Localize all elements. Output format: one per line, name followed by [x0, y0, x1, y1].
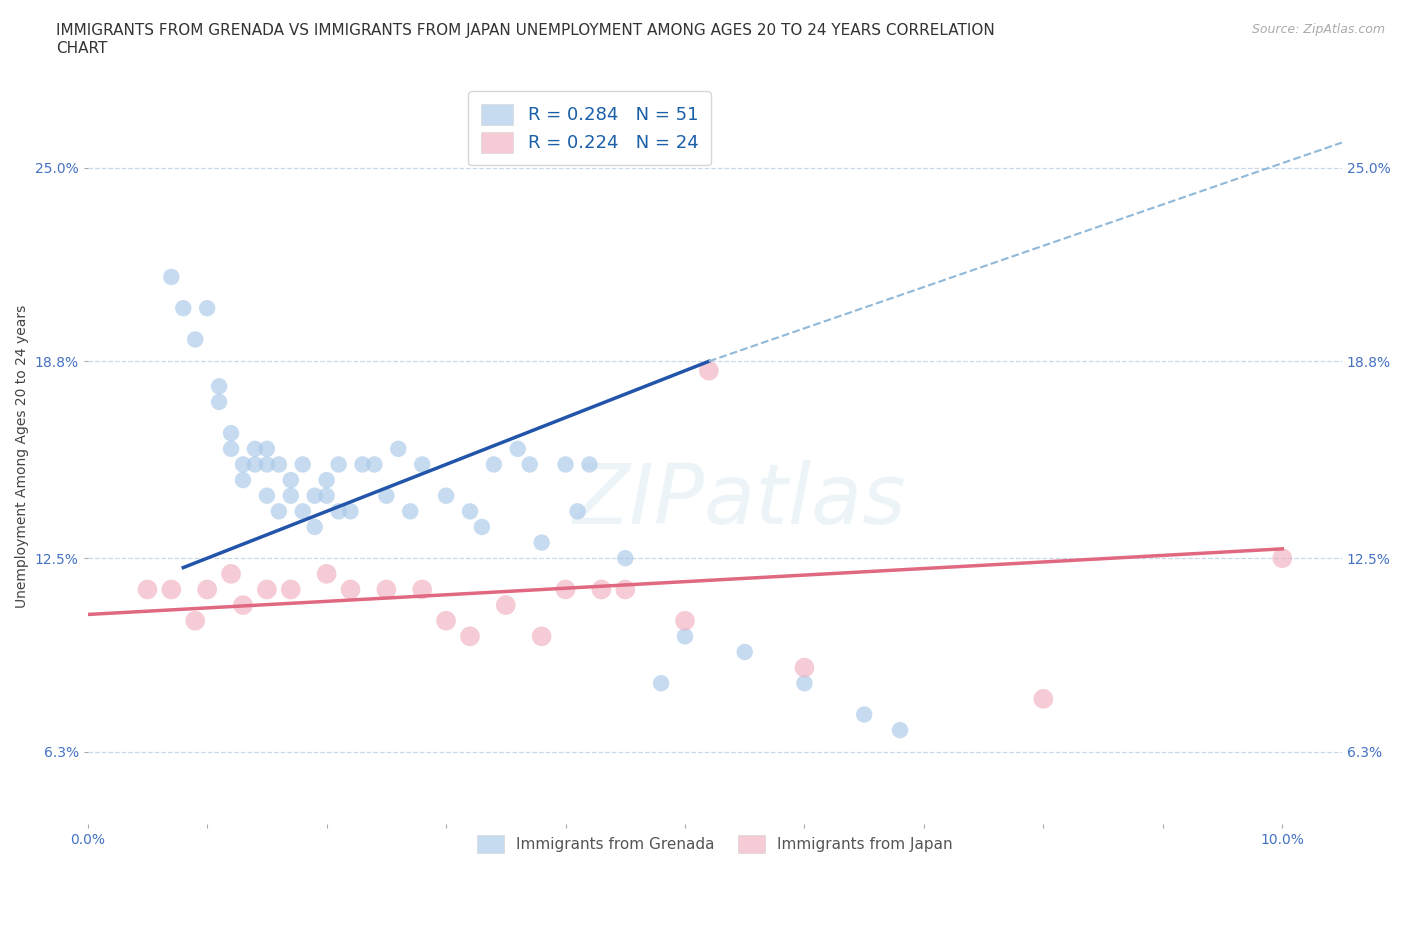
Point: [280, 488, 302, 503]
Point: [208, 379, 231, 393]
Point: [530, 629, 553, 644]
Point: [339, 582, 361, 597]
Point: [160, 270, 183, 285]
Point: [219, 442, 242, 457]
Point: [291, 504, 314, 519]
Text: ZIPatlas: ZIPatlas: [574, 460, 907, 541]
Point: [591, 582, 613, 597]
Point: [304, 488, 326, 503]
Point: [352, 457, 374, 472]
Point: [673, 629, 696, 644]
Point: [567, 504, 589, 519]
Point: [495, 598, 517, 613]
Point: [291, 457, 314, 472]
Point: [554, 582, 576, 597]
Point: [506, 442, 529, 457]
Point: [256, 442, 278, 457]
Point: [411, 457, 433, 472]
Point: [280, 582, 302, 597]
Point: [434, 488, 457, 503]
Point: [315, 488, 337, 503]
Point: [387, 442, 409, 457]
Point: [208, 394, 231, 409]
Point: [328, 457, 350, 472]
Point: [578, 457, 600, 472]
Point: [793, 676, 815, 691]
Point: [267, 504, 290, 519]
Point: [1271, 551, 1294, 565]
Point: [734, 644, 756, 659]
Point: [853, 707, 876, 722]
Point: [160, 582, 183, 597]
Point: [184, 613, 207, 628]
Point: [219, 566, 242, 581]
Point: [471, 520, 494, 535]
Point: [650, 676, 672, 691]
Point: [256, 582, 278, 597]
Point: [614, 551, 637, 565]
Point: [256, 488, 278, 503]
Point: [375, 488, 398, 503]
Point: [434, 613, 457, 628]
Point: [339, 504, 361, 519]
Point: [267, 457, 290, 472]
Point: [411, 582, 433, 597]
Point: [232, 457, 254, 472]
Point: [243, 442, 266, 457]
Point: [219, 426, 242, 441]
Text: Source: ZipAtlas.com: Source: ZipAtlas.com: [1251, 23, 1385, 36]
Point: [889, 723, 911, 737]
Point: [399, 504, 422, 519]
Point: [793, 660, 815, 675]
Point: [482, 457, 505, 472]
Point: [673, 613, 696, 628]
Point: [375, 582, 398, 597]
Point: [315, 566, 337, 581]
Point: [232, 472, 254, 487]
Point: [195, 582, 218, 597]
Point: [614, 582, 637, 597]
Point: [458, 504, 481, 519]
Point: [280, 472, 302, 487]
Point: [328, 504, 350, 519]
Point: [172, 300, 194, 315]
Point: [136, 582, 159, 597]
Point: [184, 332, 207, 347]
Point: [315, 472, 337, 487]
Point: [519, 457, 541, 472]
Point: [554, 457, 576, 472]
Legend: Immigrants from Grenada, Immigrants from Japan: Immigrants from Grenada, Immigrants from…: [470, 828, 960, 860]
Text: IMMIGRANTS FROM GRENADA VS IMMIGRANTS FROM JAPAN UNEMPLOYMENT AMONG AGES 20 TO 2: IMMIGRANTS FROM GRENADA VS IMMIGRANTS FR…: [56, 23, 995, 56]
Point: [195, 300, 218, 315]
Point: [458, 629, 481, 644]
Y-axis label: Unemployment Among Ages 20 to 24 years: Unemployment Among Ages 20 to 24 years: [15, 305, 30, 608]
Point: [697, 364, 720, 379]
Point: [243, 457, 266, 472]
Point: [256, 457, 278, 472]
Point: [232, 598, 254, 613]
Point: [304, 520, 326, 535]
Point: [363, 457, 385, 472]
Point: [530, 535, 553, 550]
Point: [1032, 691, 1054, 706]
